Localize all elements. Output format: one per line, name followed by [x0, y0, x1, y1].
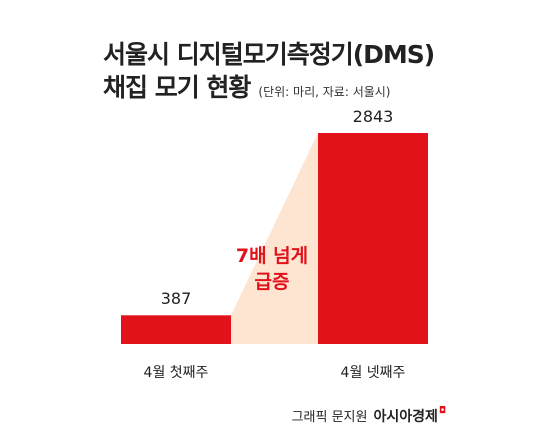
title-line-2: 채집 모기 현황 (단위: 마리, 자료: 서울시)	[103, 71, 434, 109]
graphic-credit: 그래픽 문지원 아시아경제◘	[292, 406, 446, 426]
bar-week-4	[318, 133, 428, 344]
category-label-week-4: 4월 넷째주	[340, 365, 406, 381]
unit-note: (단위: 마리, 자료: 서울시)	[258, 85, 391, 99]
growth-annotation: 7배 넘게 급증	[236, 243, 308, 295]
bar-week-1	[121, 315, 231, 344]
category-label-week-1: 4월 첫째주	[143, 365, 209, 381]
value-label-week-4: 2843	[352, 107, 394, 126]
annotation-line-1: 7배 넘게	[235, 245, 309, 267]
value-label-week-1: 387	[160, 289, 192, 309]
title-line-2-text: 채집 모기 현황	[103, 73, 251, 102]
title-line-1: 서울시 디지털모기측정기(DMS)	[103, 40, 435, 69]
chart-title: 서울시 디지털모기측정기(DMS) 채집 모기 현황 (단위: 마리, 자료: 서…	[103, 38, 435, 109]
annotation-line-2: 급증	[254, 271, 290, 293]
brand-name: 아시아경제	[373, 409, 438, 425]
growth-connector	[231, 133, 318, 344]
credit-text: 그래픽 문지원	[291, 410, 368, 425]
brand-mark-icon: ◘	[438, 406, 446, 416]
